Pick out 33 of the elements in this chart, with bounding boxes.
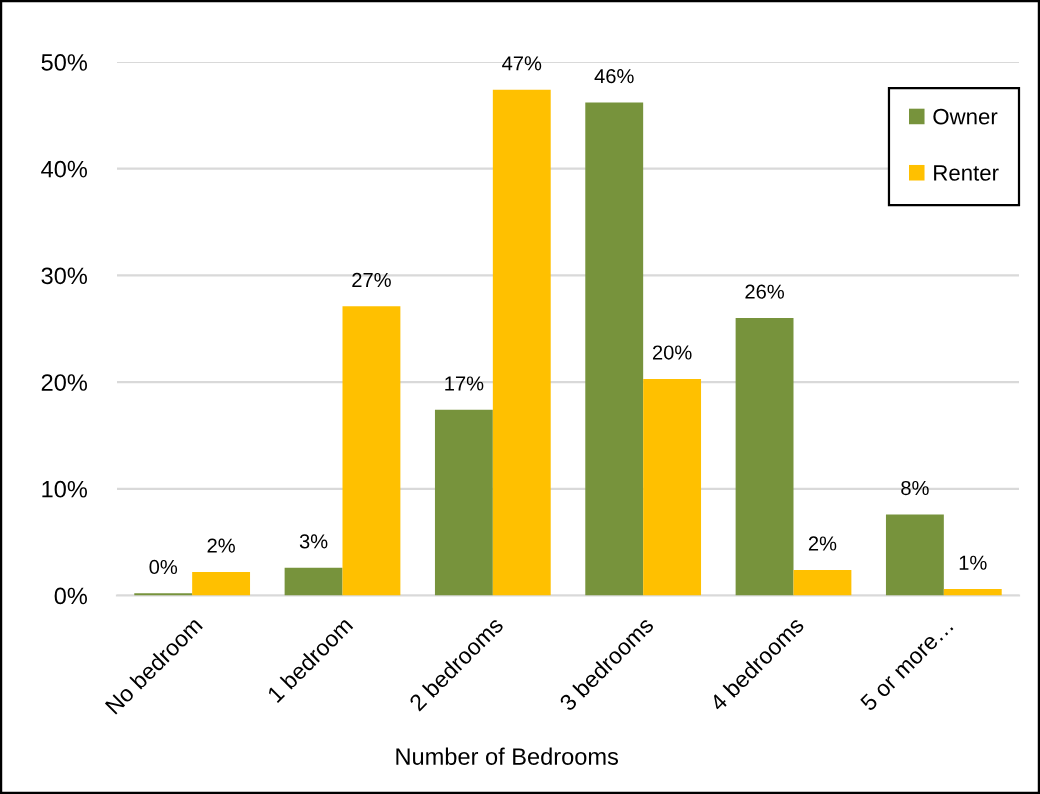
data-label: 26% (745, 284, 784, 299)
y-tick-label: 0% (54, 587, 87, 605)
legend-label: Owner (933, 108, 998, 125)
y-tick-label: 50% (41, 54, 87, 71)
bar (943, 589, 1002, 596)
y-tick-label: 10% (42, 480, 87, 498)
bar (492, 89, 551, 596)
data-label: 3% (299, 534, 328, 549)
data-label: 1% (959, 555, 987, 570)
bar (793, 569, 852, 596)
bar (342, 306, 401, 596)
data-label: 27% (352, 272, 391, 288)
data-label: 47% (502, 56, 542, 71)
x-axis-title: Number of Bedrooms (396, 747, 619, 765)
data-label: 8% (901, 480, 929, 496)
bar (284, 567, 343, 596)
legend-label: Renter (934, 165, 999, 181)
data-label: 20% (652, 345, 692, 360)
data-label: 2% (207, 538, 235, 553)
bar (885, 514, 944, 596)
bar (735, 318, 794, 596)
data-label: 2% (808, 536, 837, 551)
bar (134, 593, 193, 596)
bar (643, 378, 702, 596)
bar (585, 102, 644, 596)
bar (192, 572, 251, 596)
y-tick-label: 40% (41, 160, 87, 178)
y-tick-label: 20% (41, 374, 87, 391)
data-label: 0% (149, 559, 178, 575)
y-tick-label: 30% (41, 267, 87, 285)
data-label: 46% (594, 69, 634, 84)
data-label: 17% (445, 376, 484, 391)
bar (434, 409, 493, 596)
